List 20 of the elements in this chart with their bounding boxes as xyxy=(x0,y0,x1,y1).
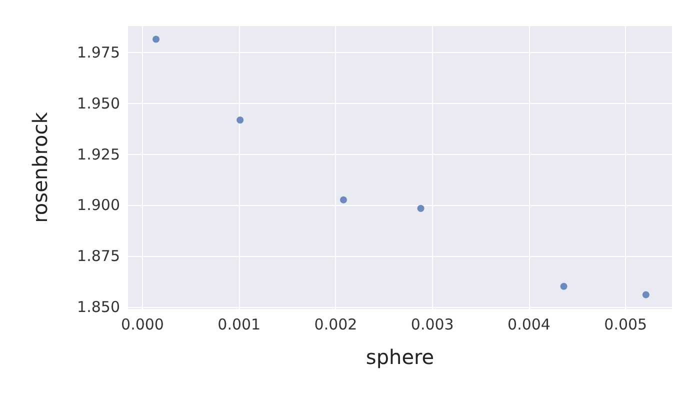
x-tick-label: 0.001 xyxy=(218,316,261,334)
y-axis-title: rosenbrock xyxy=(28,112,52,223)
point xyxy=(152,36,160,43)
y-tick-label: 1.900 xyxy=(77,196,120,214)
y-tick-label: 1.950 xyxy=(77,94,120,112)
point xyxy=(417,204,424,212)
y-tick-label: 1.850 xyxy=(77,298,120,316)
x-tick-label: 0.000 xyxy=(121,316,164,334)
y-tick-label: 1.975 xyxy=(77,43,120,62)
x-tick-label: 0.002 xyxy=(314,316,358,334)
x-tick-label: 0.003 xyxy=(410,316,454,334)
x-tick-label: 0.004 xyxy=(508,316,550,334)
point xyxy=(560,282,568,290)
x-tick-label: 0.005 xyxy=(604,316,648,334)
point xyxy=(642,291,650,298)
point xyxy=(236,116,244,124)
point xyxy=(340,196,347,204)
x-axis-title: sphere xyxy=(366,345,434,369)
y-tick-label: 1.875 xyxy=(77,247,120,266)
y-tick-label: 1.925 xyxy=(77,145,120,164)
